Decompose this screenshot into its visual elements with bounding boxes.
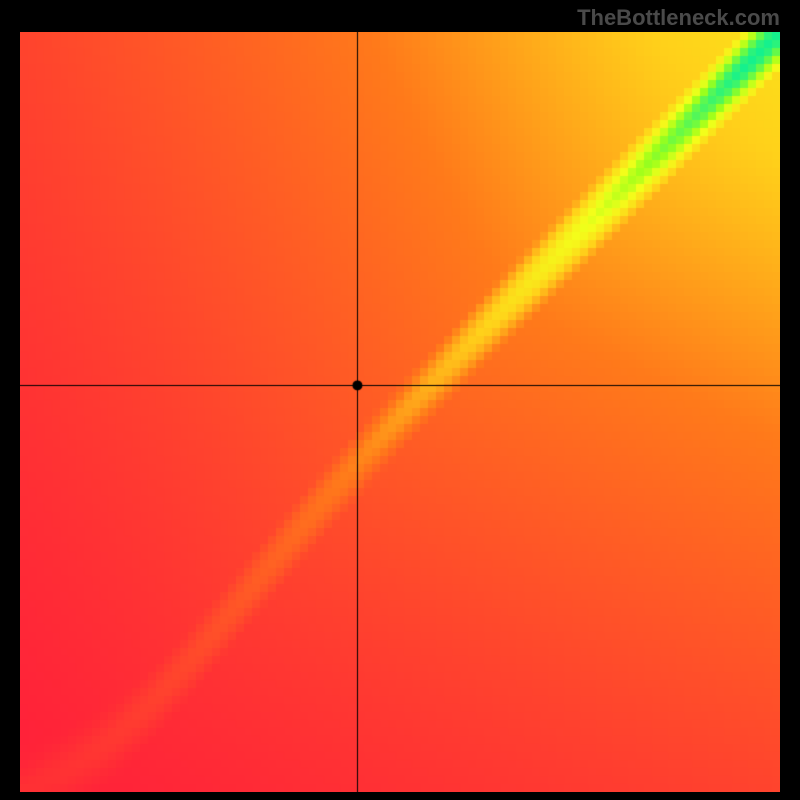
bottleneck-heatmap: [20, 32, 780, 792]
watermark-label: TheBottleneck.com: [577, 5, 780, 31]
